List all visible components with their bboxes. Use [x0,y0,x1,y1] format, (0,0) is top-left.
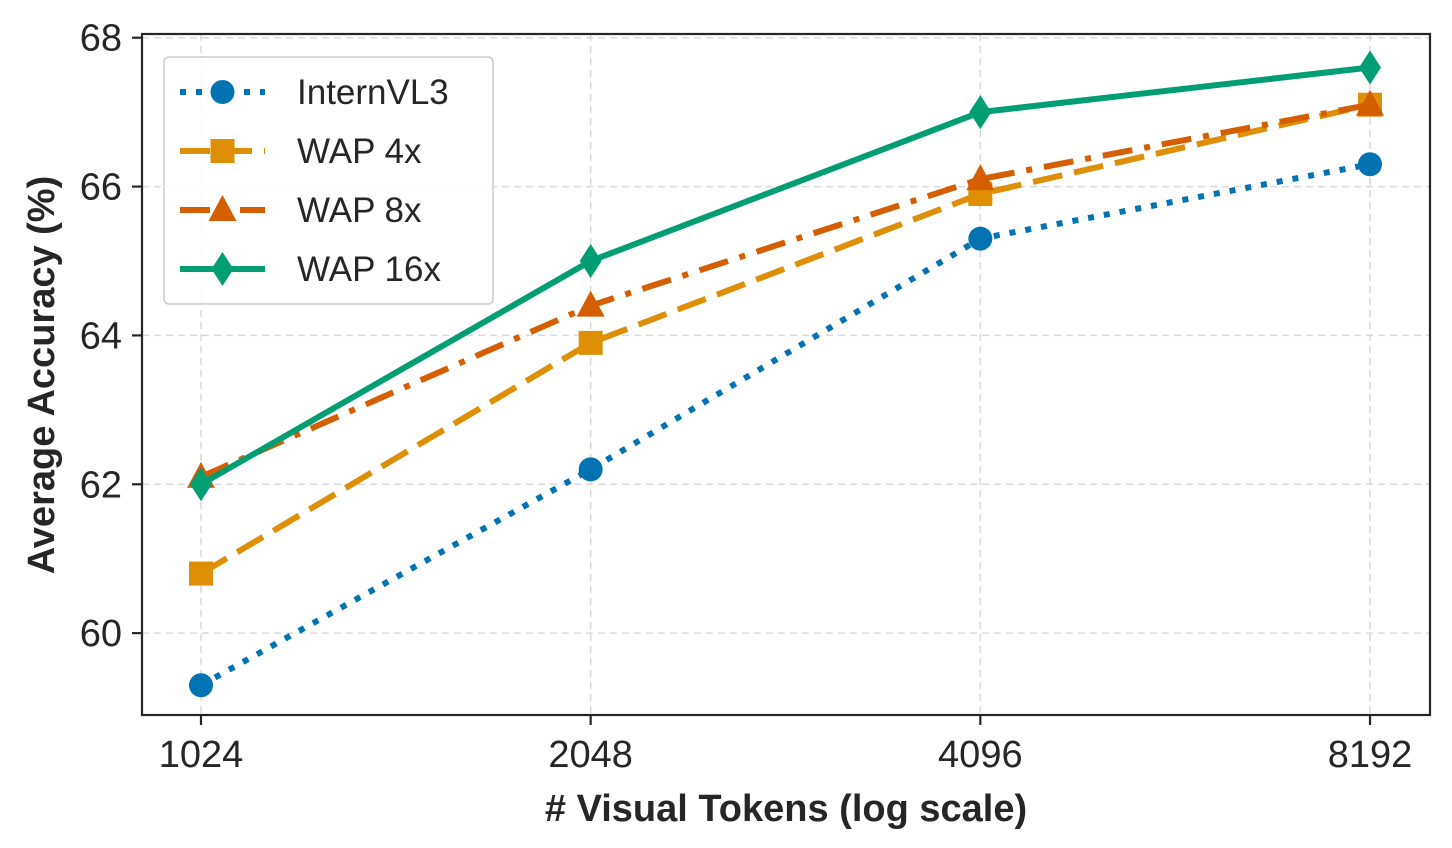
series-internvl3 [189,152,1382,698]
data-point-wap-4x [578,330,603,355]
axis-ticks: 1024 2048 4096 8192 60 62 64 66 68 [80,18,1413,776]
data-point-wap-8x [1356,89,1384,116]
y-tick-label: 62 [80,464,122,506]
data-point-wap-8x [576,290,605,317]
series-line-wap-8x [199,101,1371,480]
y-tick-label: 66 [80,167,122,209]
series-line-wap-16x [199,64,1371,487]
legend-item-internvl3: InternVL3 [180,73,449,112]
series-layer [187,50,1384,698]
series-line-wap-4x [199,101,1371,577]
legend-marker-wap-8x [208,195,237,221]
data-point-wap-16x [1359,50,1381,85]
x-axis-title: # Visual Tokens (log scale) [545,788,1027,830]
y-tick-label: 64 [80,315,122,357]
data-point-wap-16x [579,244,602,278]
legend-marker-wap-16x [211,252,234,286]
series-wap-16x [190,50,1381,502]
data-point-internvl3 [189,673,213,698]
data-point-internvl3 [578,457,603,482]
x-tick-label: 4096 [938,734,1023,776]
legend-label-wap-8x: WAP 8x [297,191,422,230]
legend-label-internvl3: InternVL3 [297,73,449,112]
y-tick-label: 68 [80,18,122,60]
legend-label-wap-16x: WAP 16x [297,250,441,289]
y-axis-title: Average Accuracy (%) [21,176,63,574]
grid [142,34,1430,715]
x-tick-label: 8192 [1328,734,1413,776]
legend-item-wap-8x: WAP 8x [180,191,422,230]
legend-frame [163,56,494,305]
legend-marker-internvl3 [210,80,235,104]
legend: InternVL3 WAP 4x WAP 8x WAP 16x [163,56,494,305]
data-point-wap-16x [969,95,992,130]
data-point-wap-8x [966,164,995,191]
legend-item-wap-16x: WAP 16x [180,250,441,289]
legend-marker-wap-4x [210,139,235,163]
x-tick-label: 2048 [548,734,633,776]
data-point-wap-4x [189,561,213,586]
x-tick-label: 1024 [159,734,244,776]
data-point-internvl3 [1358,152,1382,177]
legend-item-wap-4x: WAP 4x [180,132,422,171]
y-tick-label: 60 [80,613,122,655]
plot-frame [140,32,1432,717]
data-point-wap-16x [190,467,212,502]
data-point-internvl3 [968,226,993,251]
legend-label-wap-4x: WAP 4x [297,132,422,171]
